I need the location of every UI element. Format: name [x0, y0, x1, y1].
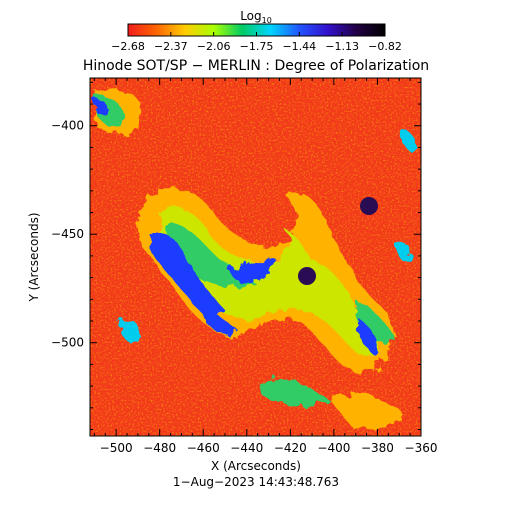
network-region	[330, 394, 402, 427]
y-axis-label: Y (Arcseconds)	[27, 212, 41, 302]
pore	[298, 267, 316, 285]
network-lane	[355, 300, 395, 344]
x-tick-label: −360	[405, 441, 438, 455]
colorbar-tick-label: −0.82	[368, 40, 402, 53]
pore	[360, 197, 378, 215]
colorbar-tick-label: −1.13	[325, 40, 359, 53]
x-tick-label: −380	[361, 441, 394, 455]
network-lane	[310, 260, 355, 313]
y-tick-label: −400	[51, 119, 84, 133]
y-axis: −400 −450 −500	[51, 81, 421, 430]
x-axis: −500 −480 −460 −440 −420 −400 −380 −360	[93, 78, 438, 455]
network-concentration	[95, 99, 109, 117]
x-tick-label: −480	[143, 441, 176, 455]
network-concentration	[119, 319, 141, 343]
y-tick-label: −450	[51, 227, 84, 241]
colorbar-tick-label: −2.37	[154, 40, 188, 53]
colorbar-tick-label: −1.44	[282, 40, 316, 53]
timestamp: 1−Aug−2023 14:43:48.763	[173, 475, 339, 489]
y-tick-label: −500	[51, 336, 84, 350]
colorbar-ticks: −2.68 −2.37 −2.06 −1.75 −1.44 −1.13 −0.82	[111, 32, 402, 53]
network-concentration	[230, 258, 276, 283]
network-concentration	[195, 300, 238, 334]
network-concentration	[150, 232, 225, 317]
network-lane	[160, 206, 380, 356]
polarization-map	[90, 78, 421, 436]
colorbar-label: Log10	[240, 9, 272, 25]
network-concentration	[400, 129, 416, 151]
network-concentration	[394, 239, 412, 263]
plot-frame	[89, 77, 422, 437]
x-tick-label: −440	[230, 441, 263, 455]
colorbar-tick-label: −1.75	[240, 40, 274, 53]
x-axis-label: X (Arcseconds)	[211, 459, 301, 473]
plot-title: Hinode SOT/SP − MERLIN : Degree of Polar…	[83, 58, 429, 74]
x-tick-label: −500	[100, 441, 133, 455]
x-tick-label: −420	[274, 441, 307, 455]
network-lane	[260, 378, 330, 406]
x-tick-label: −460	[187, 441, 220, 455]
x-tick-label: −400	[317, 441, 350, 455]
network-concentration	[358, 320, 377, 355]
colorbar-tick-label: −2.68	[111, 40, 145, 53]
colorbar-tick-label: −2.06	[197, 40, 231, 53]
